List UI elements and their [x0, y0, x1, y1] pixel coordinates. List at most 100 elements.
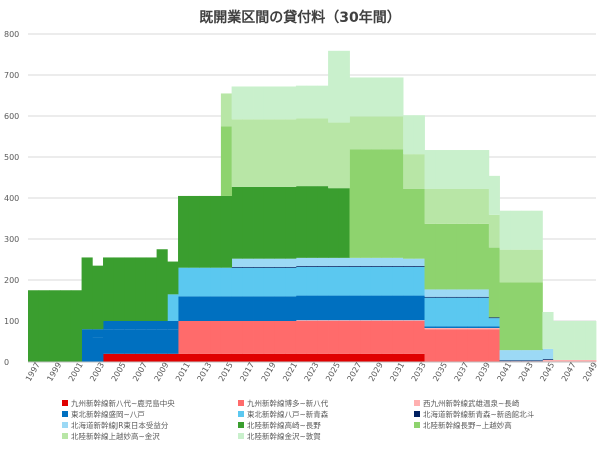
area-segment [381, 353, 393, 362]
area-segment [413, 320, 425, 321]
legend-label: 北陸新幹線高崎~長野 [247, 420, 321, 430]
area-segment [488, 329, 500, 362]
area-segment [156, 321, 168, 330]
area-segment [520, 282, 533, 351]
area-segment [488, 214, 500, 248]
area-segment [499, 360, 511, 362]
area-segment [135, 257, 147, 321]
area-segment [242, 119, 254, 187]
area-segment [231, 119, 243, 187]
legend-label: 北海道新幹線新青森~新函館北斗 [423, 409, 535, 419]
area-segment [81, 257, 93, 330]
area-segment [285, 186, 297, 259]
area-segment [467, 150, 479, 189]
x-tick-label: 2017 [238, 361, 256, 383]
area-segment [435, 329, 447, 362]
area-segment [178, 321, 190, 354]
area-segment [413, 115, 425, 155]
area-segment [295, 320, 308, 321]
area-segment [413, 295, 425, 321]
area-segment [338, 353, 350, 362]
area-segment [531, 360, 543, 362]
area-segment [349, 77, 361, 117]
area-segment [103, 257, 115, 321]
area-segment [499, 210, 511, 250]
area-segment [274, 119, 286, 187]
x-tick-label: 2021 [281, 361, 299, 383]
area-segment [360, 257, 372, 267]
area-segment [135, 321, 147, 330]
x-tick-label: 2009 [153, 361, 171, 383]
area-segment [285, 353, 297, 362]
area-segment [499, 282, 511, 351]
area-segment [253, 86, 265, 120]
area-segment [242, 267, 254, 297]
area-segment [253, 267, 265, 297]
area-segment [274, 266, 286, 268]
legend-item: 九州新幹線博多~新八代 [238, 398, 414, 408]
area-segment [531, 249, 543, 283]
area-segment [456, 289, 468, 297]
area-segment [467, 327, 479, 330]
area-segment [360, 321, 372, 354]
area-segment [435, 289, 447, 297]
area-segment [349, 266, 361, 296]
area-segment [295, 257, 308, 267]
area-segment [392, 266, 404, 267]
area-segment [242, 258, 254, 267]
area-segment [231, 186, 243, 259]
area-segment [445, 150, 458, 189]
area-segment [328, 188, 340, 258]
area-segment [188, 267, 200, 297]
area-segment [317, 266, 329, 296]
area-segment [199, 267, 211, 297]
area-segment [445, 327, 458, 330]
y-tick-label: 800 [4, 30, 19, 39]
x-tick-label: 2049 [581, 361, 599, 383]
area-segment [328, 353, 340, 362]
area-segment [445, 296, 458, 298]
area-segment [456, 223, 468, 290]
area-segment [124, 257, 136, 321]
area-segment [285, 267, 297, 297]
area-segment [360, 266, 372, 267]
area-segment [199, 296, 211, 321]
area-segment [306, 321, 318, 354]
area-segment [328, 321, 340, 354]
area-segment [242, 321, 254, 354]
area-segment [478, 188, 490, 224]
area-segment [199, 353, 211, 362]
area-segment [295, 353, 308, 362]
area-segment [295, 321, 308, 354]
area-segment [392, 295, 404, 321]
area-segment [317, 321, 329, 354]
area-segment [274, 267, 286, 297]
y-tick-label: 300 [4, 235, 19, 244]
area-segment [349, 295, 361, 321]
area-segment [403, 258, 415, 267]
area-segment [445, 326, 458, 328]
area-segment [295, 295, 308, 321]
area-segment [456, 297, 468, 327]
area-segment [338, 257, 350, 267]
area-segment [574, 359, 586, 362]
area-segment [49, 290, 61, 362]
area-segment [274, 258, 286, 267]
legend-item: 東北新幹線盛岡~八戸 [62, 409, 238, 419]
area-segment [381, 266, 393, 267]
area-segment [392, 321, 404, 354]
area-segment [263, 86, 275, 120]
area-segment [92, 329, 104, 338]
area-segment [403, 115, 415, 155]
area-segment [274, 186, 286, 259]
area-segment [317, 295, 329, 321]
area-segment [413, 266, 425, 296]
area-segment [328, 266, 340, 296]
x-tick-label: 2041 [495, 361, 513, 383]
area-segment [370, 295, 383, 321]
x-tick-label: 2003 [88, 361, 106, 383]
area-segment [360, 266, 372, 296]
area-segment [392, 116, 404, 150]
area-segment [424, 329, 436, 362]
area-segment [338, 320, 350, 321]
